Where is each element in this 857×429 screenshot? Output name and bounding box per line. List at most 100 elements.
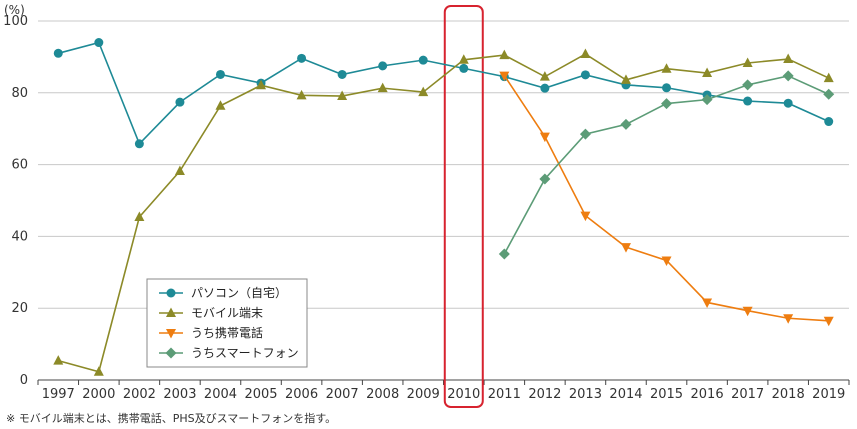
series-2-point-2011 [499, 71, 510, 82]
series-0-point-1997 [53, 48, 63, 58]
series-1-point-2017 [742, 57, 753, 68]
series-1-point-2009 [418, 86, 429, 97]
x-tick-label-2005: 2005 [244, 387, 277, 402]
series-1-point-2011 [499, 49, 510, 60]
series-3-point-2011 [498, 248, 510, 260]
series-1-point-2015 [661, 63, 672, 73]
series-0-point-2004 [215, 69, 225, 79]
series-0-point-2015 [662, 83, 672, 93]
x-tick-label-2004: 2004 [204, 387, 237, 402]
series-1-point-2019 [823, 72, 834, 83]
series-2-line [503, 75, 829, 322]
legend-marker-3 [165, 347, 177, 359]
series-2-point-2018 [783, 314, 794, 324]
series-1-point-2005 [256, 79, 267, 90]
x-tick-label-2003: 2003 [163, 387, 196, 402]
series-3-point-2016 [701, 94, 713, 106]
series-1-point-2012 [539, 71, 550, 81]
x-tick-label-2018: 2018 [772, 387, 805, 402]
series-1-point-2013 [580, 48, 591, 59]
series-0-point-2006 [297, 53, 307, 63]
series-1-point-2008 [377, 82, 388, 93]
series-layer [53, 38, 835, 376]
legend-marker-2 [166, 329, 176, 339]
series-1-point-2016 [702, 67, 713, 78]
x-tick-label-2002: 2002 [123, 387, 156, 402]
series-2-point-2012 [539, 132, 550, 143]
y-tick-label-0: 0 [20, 373, 28, 388]
axes: 0 20 40 60 80 100(%) 1997 2000 2002 2003 2004 2005 2… [3, 3, 850, 402]
highlight-box-2010 [443, 5, 484, 408]
x-tick-label-2009: 2009 [407, 387, 440, 402]
legend-label-3: うちスマートフォン [191, 346, 299, 360]
series-1-point-2010 [458, 54, 469, 64]
series-3-point-2014 [620, 118, 632, 130]
series-2-point-2016 [702, 298, 713, 308]
x-tick-label-2008: 2008 [366, 387, 399, 402]
series-3-point-2019 [823, 88, 835, 100]
series-1 [53, 48, 834, 376]
series-0-point-2008 [378, 61, 388, 71]
x-tick-label-2016: 2016 [691, 387, 724, 402]
series-1-line [58, 53, 830, 373]
x-tick-label-2013: 2013 [569, 387, 602, 402]
legend-label-2: うち携帯電話 [191, 325, 263, 340]
series-3-point-2015 [661, 98, 673, 110]
series-1-point-2003 [174, 165, 185, 176]
y-unit-label: (%) [4, 3, 25, 17]
series-2-point-2014 [620, 243, 631, 253]
series-0-line [58, 41, 830, 146]
x-tick-label-2010: 2010 [447, 387, 480, 402]
y-tick-label-100: 100 [3, 14, 28, 29]
series-0-point-2013 [580, 70, 590, 80]
x-tick-label-2007: 2007 [326, 387, 359, 402]
series-0-point-2017 [743, 96, 753, 106]
series-0-point-2003 [175, 97, 185, 107]
x-tick-label-2000: 2000 [82, 387, 115, 402]
series-2-point-2019 [823, 316, 834, 327]
series-0-point-2019 [824, 117, 834, 127]
series-1-point-2004 [215, 100, 226, 110]
grid-lines [38, 20, 849, 309]
series-1-point-2018 [783, 53, 794, 64]
series-1-point-2014 [620, 74, 631, 84]
series-0-point-2002 [134, 139, 144, 149]
series-0-point-2007 [337, 69, 347, 79]
x-tick-label-2014: 2014 [609, 387, 642, 402]
legend-marker-0 [166, 288, 176, 298]
series-1-point-2000 [93, 366, 104, 376]
footnote: ※ モバイル端末とは、携帯電話、PHS及びスマートフォンを指す。 [6, 412, 337, 425]
series-0 [53, 38, 834, 149]
series-0-point-2012 [540, 83, 550, 93]
legend-label-1: モバイル端末 [191, 306, 263, 320]
y-tick-label-60: 60 [11, 158, 28, 173]
series-1-point-2006 [296, 89, 307, 100]
series-3-point-2018 [782, 70, 794, 82]
x-tick-label-2015: 2015 [650, 387, 683, 402]
x-tick-label-2011: 2011 [488, 387, 521, 402]
series-1-point-1997 [53, 355, 64, 365]
series-2-point-2013 [580, 211, 591, 222]
series-0-point-2010 [459, 63, 469, 73]
highlight-layer [443, 5, 484, 408]
y-tick-label-80: 80 [11, 86, 28, 101]
legend-label-0: パソコン（自宅） [191, 285, 287, 300]
x-tick-label-2006: 2006 [285, 387, 318, 402]
series-1-point-2007 [337, 90, 348, 101]
series-3 [498, 70, 835, 260]
y-tick-label-20: 20 [11, 301, 28, 316]
series-3-point-2012 [539, 173, 551, 185]
x-tick-label-2012: 2012 [528, 387, 561, 402]
series-0-point-2009 [418, 55, 428, 65]
series-2-point-2017 [742, 306, 753, 317]
series-3-point-2017 [742, 79, 754, 91]
series-3-point-2013 [579, 128, 591, 140]
series-0-point-2018 [783, 98, 793, 108]
series-1-point-2002 [134, 211, 145, 222]
series-2-point-2015 [661, 256, 672, 266]
series-0-point-2000 [94, 38, 104, 48]
x-tick-label-2017: 2017 [731, 387, 764, 402]
series-2 [499, 71, 834, 327]
y-tick-label-40: 40 [11, 229, 28, 244]
